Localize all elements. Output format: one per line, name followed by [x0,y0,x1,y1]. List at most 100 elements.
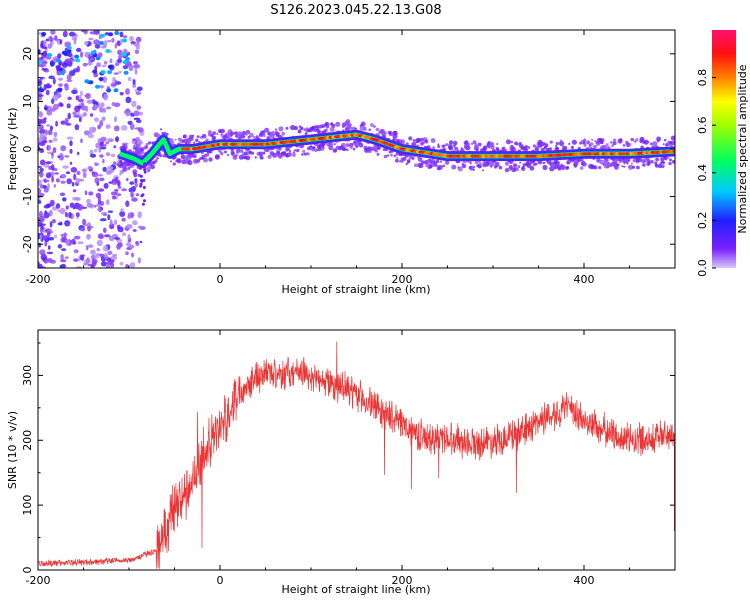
noise-blob [137,257,141,264]
noise-blob [99,106,103,113]
ridge-halo [577,158,581,163]
noise-blob [64,155,70,158]
ridge-halo [571,139,578,145]
noise-blob [87,167,94,170]
ridge-halo [529,165,535,171]
ridge-halo [496,148,500,152]
noise-blob [114,125,120,132]
noise-blob [102,158,105,164]
noise-blob [105,141,109,145]
noise-blob [90,50,96,55]
ridge-halo [235,153,238,157]
ridge-halo [376,145,381,150]
noise-blob [128,187,133,193]
noise-blob [125,88,130,95]
noise-blob [114,43,118,49]
noise-blob [80,90,83,97]
noise-blob [66,178,72,185]
ridge-halo [469,165,474,171]
ridge-tail [143,199,146,203]
noise-blob [72,189,77,193]
noise-blob [38,124,44,131]
noise-blob [54,172,59,175]
noise-blob [46,124,50,127]
noise-blob [49,107,56,112]
ridge-halo [482,146,488,151]
noise-blob [39,148,45,153]
noise-blob [137,211,142,219]
noise-blob [133,63,138,69]
noise-blob [133,61,138,65]
noise-blob [99,253,105,258]
figure-title: S126.2023.045.22.13.G08 [270,3,441,18]
noise-blob [82,112,88,117]
noise-blob [132,79,136,85]
ridge-halo [618,159,622,163]
ridge-halo [254,156,257,159]
ridge-halo [140,147,145,152]
ridge-halo [186,139,192,145]
noise-blob [64,211,68,218]
noise-blob [78,255,81,262]
ridge-halo [668,161,672,166]
spectrogram-marks [38,30,675,268]
noise-blob [94,104,98,110]
ridge-halo [489,141,495,147]
ridge-halo [345,143,350,148]
ridge-halo [420,160,425,165]
noise-blob [41,67,48,71]
ridge-halo [287,152,292,157]
ridge-halo [663,138,667,142]
ridge-halo [583,143,587,147]
ridge-halo [187,160,193,166]
ridge-halo [510,140,514,144]
colorbar-title: Normalized spectral amplitude [736,64,749,233]
ridge-halo [156,156,159,160]
ridge-halo [201,133,207,139]
colorbar-gradient [712,30,736,268]
colorbar-tick-label: 0.0 [696,259,709,277]
noise-blob [79,254,86,257]
ridge-halo [555,146,559,150]
noise-blob [38,111,43,118]
noise-blob [60,145,67,152]
ridge-halo [636,165,640,170]
ridge-halo [542,164,548,171]
noise-blob [42,40,47,47]
noise-blob [131,197,138,202]
noise-blob [46,83,51,89]
noise-blob [38,78,43,82]
ridge-halo [555,141,559,146]
spectrogram-x-axis-title: Height of straight line (km) [281,283,430,296]
noise-blob [47,144,52,151]
noise-blob [86,203,94,208]
noise-blob [89,153,97,158]
ridge-halo [596,142,600,146]
noise-blob [70,167,78,173]
ridge-halo [129,149,132,152]
noise-blob [106,106,111,110]
noise-blob [100,33,106,38]
ridge-halo [136,166,140,169]
ridge-halo [196,159,201,163]
ridge-halo [505,139,511,145]
noise-blob [136,139,143,146]
noise-blob [38,49,41,54]
noise-blob [94,255,100,259]
ridge-halo [219,151,224,156]
ridge-halo [650,160,654,164]
ridge-halo [350,126,353,130]
noise-blob [118,70,122,74]
noise-blob [131,100,137,108]
noise-blob [83,130,90,136]
ridge-halo [630,137,634,142]
noise-blob [97,207,101,212]
ridge-halo [330,122,334,125]
ridge-halo [596,158,601,163]
noise-blob [75,58,81,63]
ridge-halo [229,131,234,136]
ridge-halo [609,164,612,168]
ridge-halo [176,158,182,164]
ridge-halo [251,151,255,155]
